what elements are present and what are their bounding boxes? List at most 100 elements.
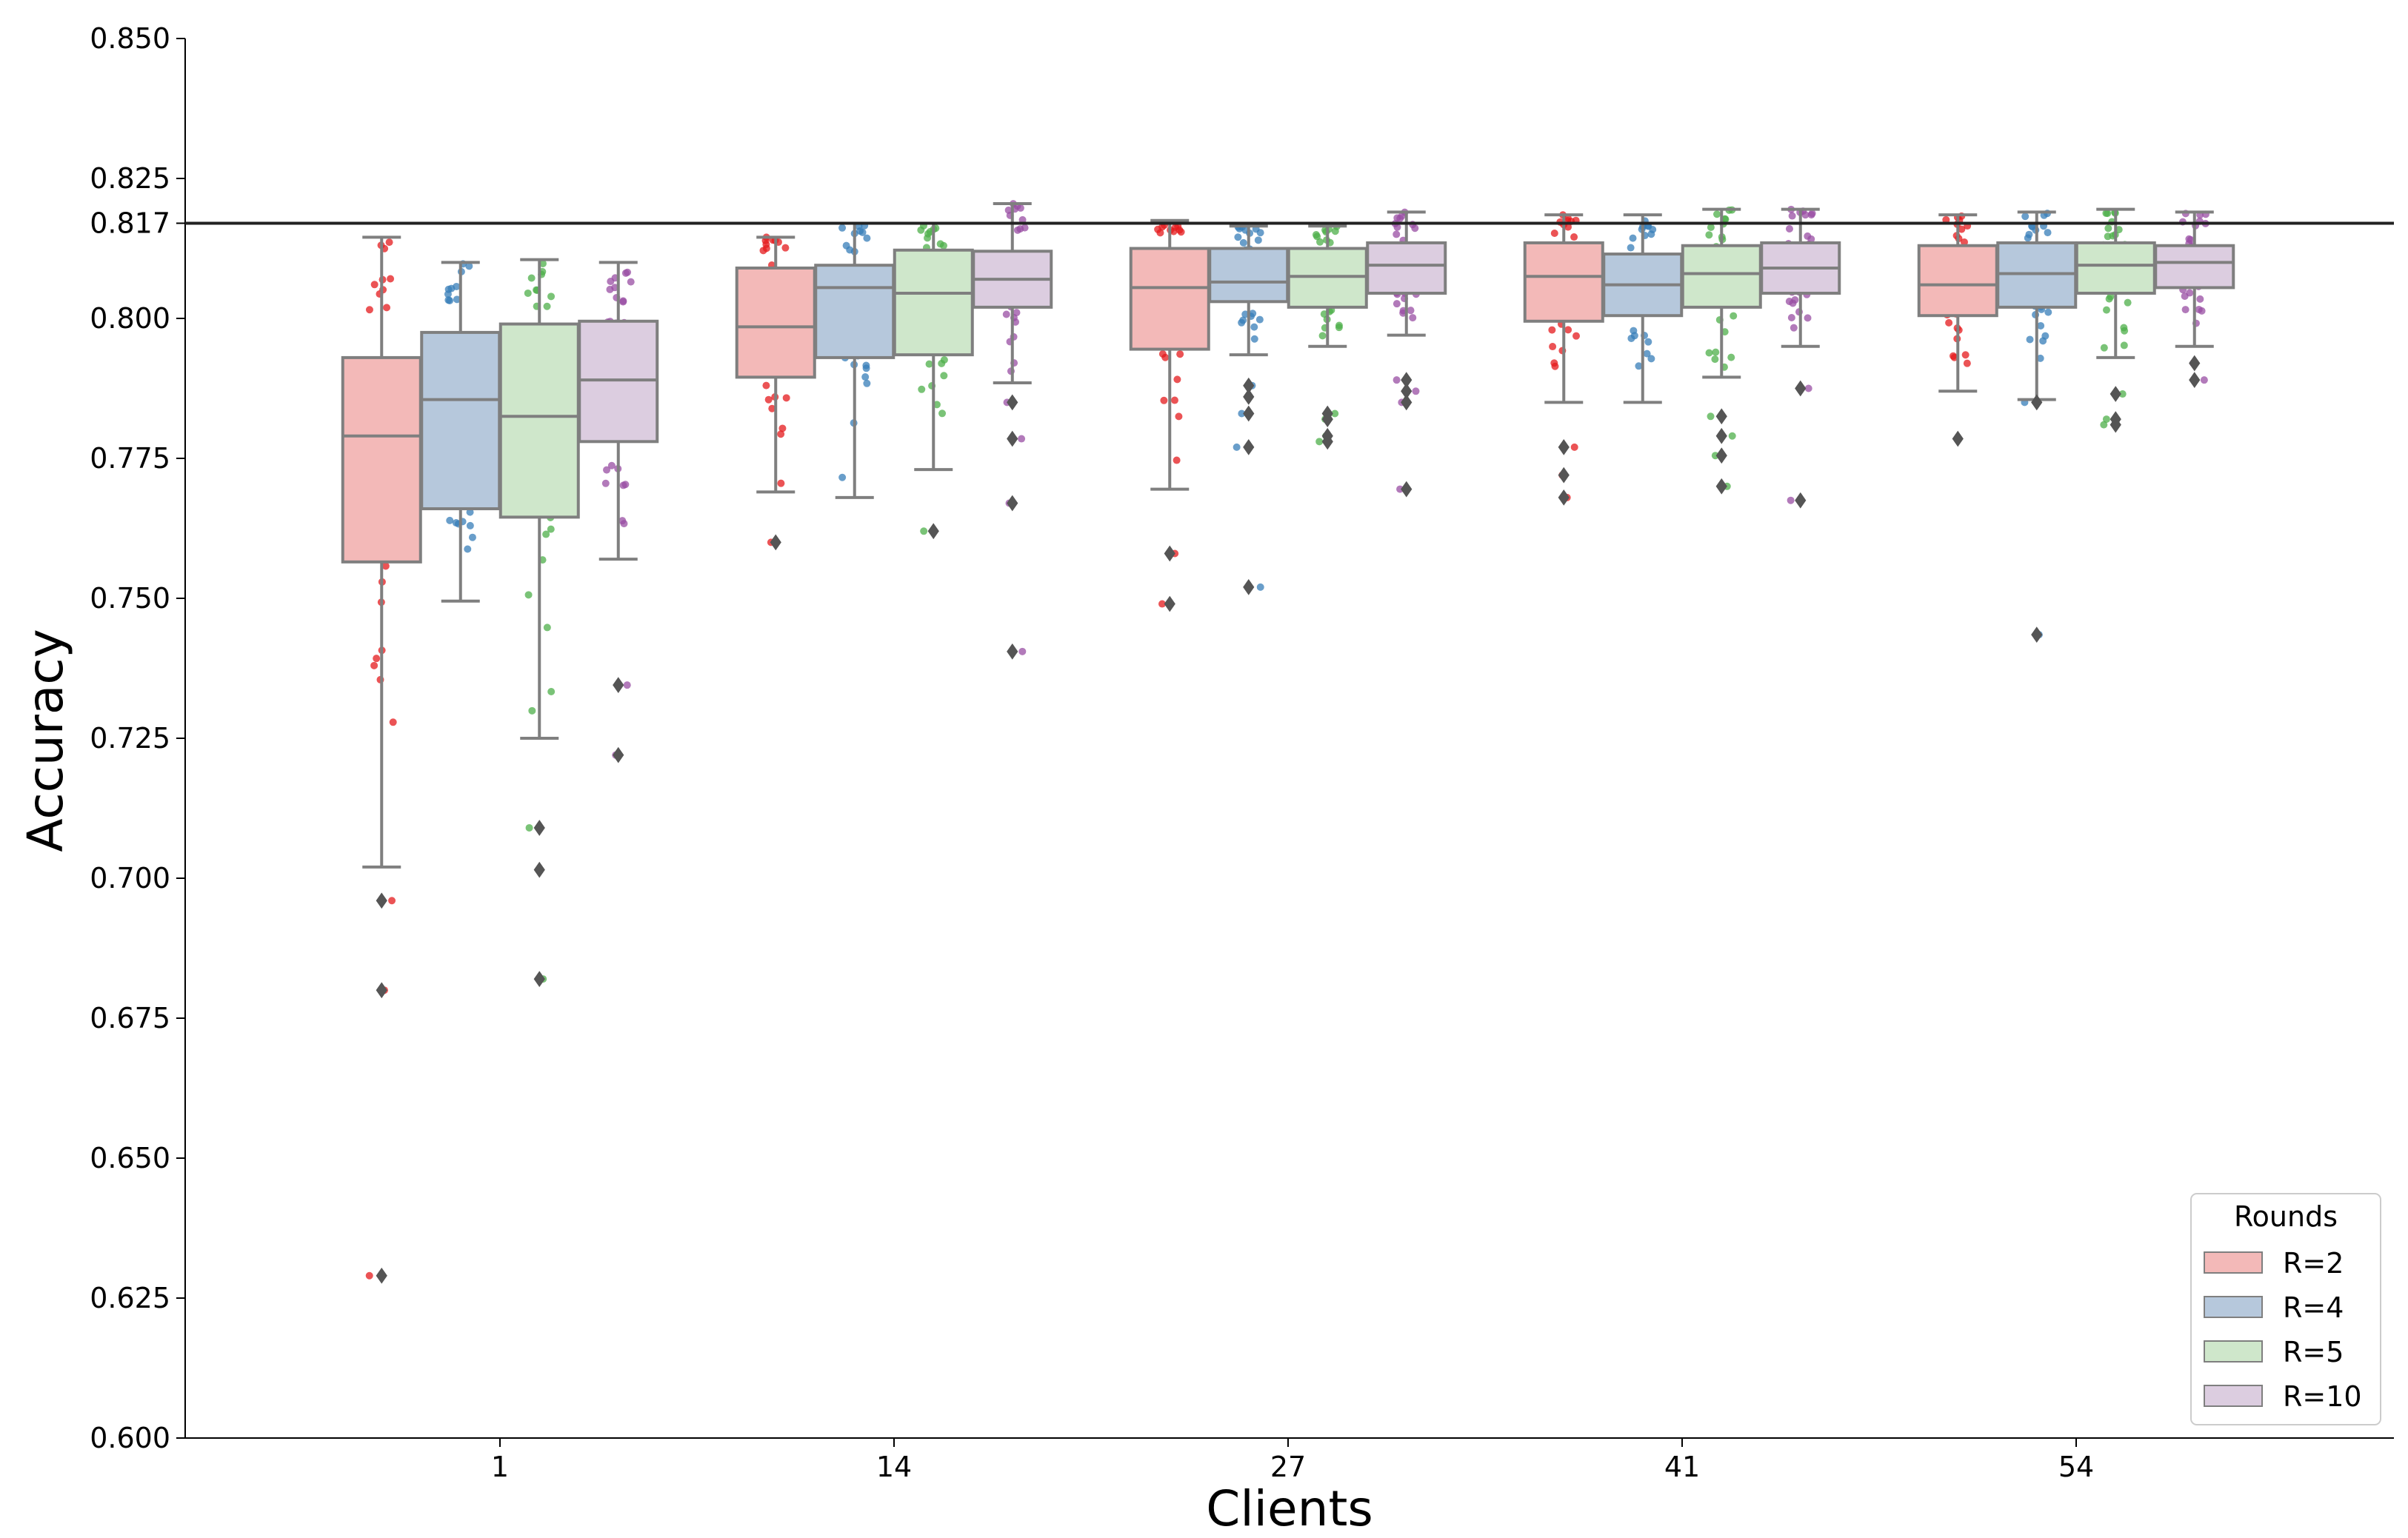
strip-point [1018, 435, 1026, 443]
strip-point [1730, 312, 1738, 320]
outlier-marker [1795, 380, 1807, 397]
outlier-marker [2031, 394, 2043, 411]
strip-point [2044, 229, 2052, 237]
strip-point [2120, 341, 2128, 350]
strip-point [1551, 362, 1559, 370]
strip-point [1156, 229, 1164, 237]
box-group [1287, 224, 1368, 450]
legend-swatch [2204, 1385, 2263, 1407]
legend: Rounds R=2 R=4 R=5 R=10 [2190, 1193, 2381, 1425]
strip-point [383, 304, 391, 312]
strip-point [1315, 438, 1324, 446]
outlier-marker [376, 982, 387, 999]
outlier-marker [533, 820, 545, 836]
strip-point [1629, 234, 1637, 242]
strip-point [1313, 233, 1321, 241]
strip-point [623, 681, 631, 689]
strip-point [1790, 324, 1798, 332]
strip-point [389, 718, 397, 726]
strip-point [1409, 314, 1417, 322]
strip-point [1548, 326, 1556, 334]
strip-point [624, 268, 632, 276]
strip-point [2120, 324, 2128, 332]
strip-point [939, 241, 947, 250]
legend-label: R=2 [2283, 1247, 2344, 1280]
outlier-marker [1007, 430, 1018, 447]
box-group [2075, 207, 2156, 433]
y-tick-label: 0.700 [90, 862, 170, 895]
legend-items: R=2 R=4 R=5 R=10 [2204, 1247, 2362, 1413]
strip-point [2100, 421, 2108, 429]
y-tick-label: 0.600 [90, 1422, 170, 1454]
box-body [1208, 247, 1290, 304]
strip-point [1785, 225, 1793, 233]
strip-point [370, 281, 378, 289]
strip-point [764, 395, 773, 404]
box-body [1523, 241, 1604, 323]
strip-point [2104, 224, 2112, 233]
strip-point [838, 473, 847, 481]
strip-point [1393, 230, 1401, 238]
strip-point [543, 623, 551, 632]
strip-point [1239, 238, 1247, 247]
strip-point [524, 591, 533, 599]
strip-point [1316, 238, 1324, 246]
strip-point [1705, 349, 1713, 357]
strip-point [1643, 350, 1651, 358]
strip-point [1960, 238, 1968, 246]
y-axis-label: Accuracy [17, 629, 74, 852]
strip-point [2026, 335, 2034, 344]
strip-point [1170, 396, 1178, 404]
box-group [341, 235, 422, 1284]
strip-point [1256, 583, 1264, 591]
strip-point [524, 289, 532, 297]
outlier-marker [376, 892, 387, 909]
legend-label: R=4 [2283, 1291, 2344, 1324]
strip-point [2102, 306, 2110, 314]
strip-point [618, 517, 627, 525]
strip-point [365, 1271, 373, 1280]
outlier-marker [2031, 626, 2043, 643]
box-group [1996, 210, 2078, 643]
strip-point [1570, 443, 1578, 451]
x-ticks: 1 14 27 41 54 [491, 1438, 2094, 1483]
strip-point [861, 373, 870, 381]
outlier-marker [1243, 405, 1255, 422]
strip-point [381, 562, 390, 570]
strip-point [1963, 359, 1971, 367]
strip-point [2036, 354, 2044, 362]
box-body [893, 248, 974, 357]
strip-point [627, 278, 635, 286]
strip-point [1018, 647, 1027, 655]
box-group [1681, 207, 1762, 495]
strip-point [547, 292, 556, 301]
strip-point [863, 379, 871, 387]
outlier-marker [1243, 439, 1255, 455]
box-group [1523, 213, 1604, 506]
strip-point [940, 372, 948, 380]
strip-point [933, 401, 941, 409]
box-group [2154, 210, 2235, 389]
strip-point [781, 244, 790, 252]
strip-point [1335, 324, 1343, 332]
box-group [498, 258, 580, 987]
legend-label: R=5 [2283, 1336, 2344, 1368]
strip-point [2200, 376, 2208, 384]
strip-point [2039, 337, 2047, 345]
strip-point [543, 302, 551, 310]
strip-point [1789, 299, 1797, 307]
y-tick-label: 0.650 [90, 1142, 170, 1174]
strip-point [1254, 236, 1262, 244]
strip-point [466, 521, 474, 529]
strip-point [547, 525, 555, 533]
strip-point [777, 479, 785, 487]
strip-point [453, 295, 461, 304]
strip-point [1647, 355, 1655, 363]
strip-point [1570, 233, 1578, 241]
box-group [1602, 213, 1684, 404]
strip-point [527, 274, 536, 282]
outlier-marker [1715, 447, 1727, 464]
strip-point [2028, 223, 2036, 231]
outlier-marker [1558, 467, 1570, 484]
